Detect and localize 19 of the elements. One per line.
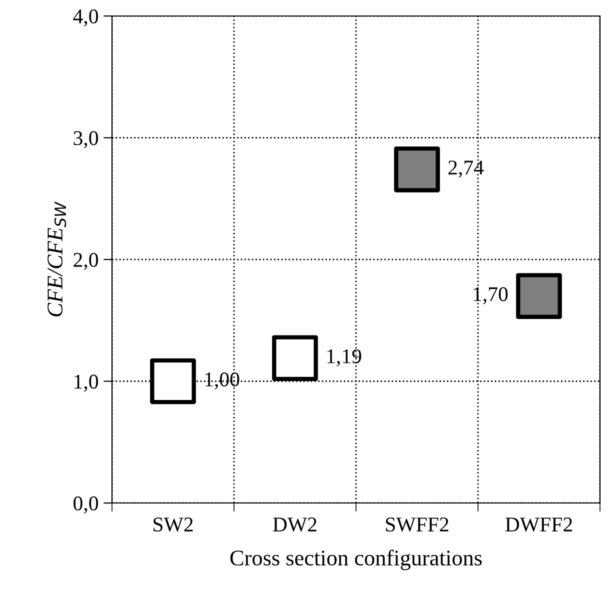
point — [394, 146, 440, 192]
x-axis-title: Cross section configurations — [230, 550, 482, 570]
data-label: 1,00 — [205, 372, 240, 390]
y-tick-label: 4,0 — [73, 9, 98, 26]
data-label: 1,19 — [327, 349, 362, 366]
point — [150, 358, 196, 404]
data-label: 2,74 — [448, 160, 484, 178]
data-label: 1,70 — [474, 287, 508, 304]
x-tick-label: SW2 — [154, 518, 193, 532]
y-tick-label: 2,0 — [74, 252, 98, 270]
y-tick-label: 0,0 — [74, 496, 98, 514]
y-axis-title: CFE/CFE$_{SW}$ — [48, 202, 66, 316]
point — [516, 273, 562, 319]
y-tick-label: 3,0 — [74, 131, 98, 148]
x-tick-label: DW2 — [273, 518, 316, 532]
x-tick-label: DWFF2 — [505, 518, 572, 532]
y-tick-label: 1,0 — [74, 374, 98, 392]
x-tick-label: SWFF2 — [386, 518, 448, 532]
point — [272, 335, 318, 382]
